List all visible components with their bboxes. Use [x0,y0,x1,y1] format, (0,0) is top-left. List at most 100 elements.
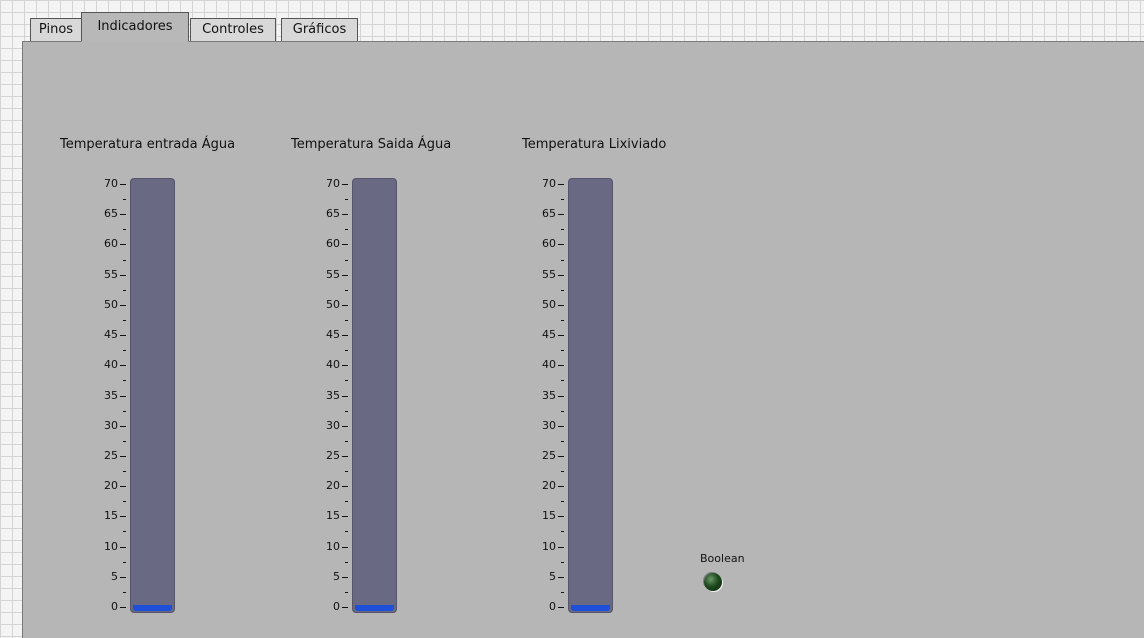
scale-major-tick [342,455,348,457]
scale-tick-label: 70 [542,177,556,190]
scale-major-tick [120,395,126,397]
scale-minor-tick [561,319,564,321]
gauge-temperatura-entrada: Temperatura entrada Água 70 65 60 55 50 45 40 3… [60,137,320,627]
boolean-led-indicator[interactable] [704,573,722,591]
scale-minor-tick [345,350,348,352]
tank-fill [133,605,172,611]
scale-major-tick [342,335,348,337]
scale-tick-label: 60 [542,237,556,251]
scale-major-tick [342,607,348,608]
scale-tick-label: 5 [549,569,556,583]
scale-minor-tick [123,229,126,231]
scale-tick-label: 35 [326,388,340,402]
scale-tick-label: 65 [542,207,556,221]
thermometer-tank[interactable] [130,178,175,613]
scale-tick-label: 20 [542,479,556,493]
gauge-temperatura-lixiviado: Temperatura Lixiviado 70 65 60 55 50 45 40 35 30… [522,137,782,627]
scale-tick-label: 60 [326,237,340,251]
thermometer-tank[interactable] [352,178,397,613]
gauge-scale: 70 65 60 55 50 45 40 35 30 25 20 15 10 5 0 [86,137,158,613]
scale-tick-label: 20 [326,479,340,493]
scale-minor-tick [345,259,348,261]
scale-major-tick [558,244,564,246]
gauge-title: Temperatura entrada Água [60,137,236,152]
tab-controles-label: Controles [202,22,264,37]
scale-minor-tick [345,440,348,442]
scale-major-tick [342,244,348,246]
scale-tick-label: 30 [104,418,118,432]
scale-major-tick [120,365,126,367]
tab-controles[interactable]: Controles [190,18,276,42]
scale-minor-tick [345,501,348,503]
tank-fill [571,605,610,611]
scale-major-tick [342,395,348,397]
scale-tick-label: 50 [104,297,118,311]
scale-minor-tick [345,591,348,593]
scale-major-tick [120,425,126,427]
scale-major-tick [558,365,564,367]
scale-major-tick [558,546,564,548]
thermometer-tank[interactable] [568,178,613,613]
scale-tick-label: 70 [326,177,340,190]
scale-tick-label: 20 [104,479,118,493]
scale-minor-tick [345,289,348,291]
scale-minor-tick [123,561,126,563]
scale-tick-label: 25 [104,448,118,462]
scale-major-tick [342,425,348,427]
scale-minor-tick [123,501,126,503]
scale-tick-label: 45 [326,328,340,342]
tab-graficos-label: Gráficos [292,22,347,37]
scale-tick-label: 60 [104,237,118,251]
scale-minor-tick [345,199,348,201]
scale-minor-tick [345,319,348,321]
scale-tick-label: 0 [111,600,118,613]
tab-graficos[interactable]: Gráficos [281,18,358,42]
scale-tick-label: 55 [542,267,556,281]
scale-tick-label: 40 [542,358,556,372]
scale-tick-label: 65 [326,207,340,221]
tab-indicadores-label: Indicadores [97,19,173,34]
scale-major-tick [120,607,126,608]
scale-major-tick [558,395,564,397]
scale-tick-label: 10 [326,539,340,553]
scale-minor-tick [123,471,126,473]
scale-major-tick [558,607,564,608]
scale-major-tick [342,214,348,216]
tab-pinos[interactable]: Pinos [30,18,82,42]
scale-major-tick [120,274,126,276]
scale-major-tick [120,546,126,548]
scale-major-tick [342,184,348,185]
scale-minor-tick [123,591,126,593]
scale-tick-label: 55 [104,267,118,281]
scale-minor-tick [345,471,348,473]
scale-minor-tick [123,319,126,321]
scale-major-tick [558,455,564,457]
scale-minor-tick [345,561,348,563]
tank-fill [355,605,394,611]
scale-major-tick [558,425,564,427]
scale-major-tick [558,304,564,306]
scale-tick-label: 50 [542,297,556,311]
scale-tick-label: 70 [104,177,118,190]
boolean-label: Boolean [700,552,745,565]
scale-tick-label: 55 [326,267,340,281]
scale-tick-label: 40 [326,358,340,372]
scale-minor-tick [561,380,564,382]
scale-minor-tick [561,350,564,352]
scale-tick-label: 15 [542,509,556,523]
scale-minor-tick [345,531,348,533]
scale-minor-tick [561,591,564,593]
gauge-scale: 70 65 60 55 50 45 40 35 30 25 20 15 10 5 0 [317,137,389,613]
scale-tick-label: 30 [542,418,556,432]
scale-major-tick [120,214,126,216]
scale-tick-label: 45 [104,328,118,342]
scale-minor-tick [561,229,564,231]
scale-tick-label: 10 [542,539,556,553]
tab-indicadores[interactable]: Indicadores [81,12,189,42]
scale-major-tick [120,244,126,246]
scale-tick-label: 0 [333,600,340,613]
scale-minor-tick [561,531,564,533]
scale-major-tick [342,486,348,488]
scale-major-tick [558,486,564,488]
scale-major-tick [120,304,126,306]
